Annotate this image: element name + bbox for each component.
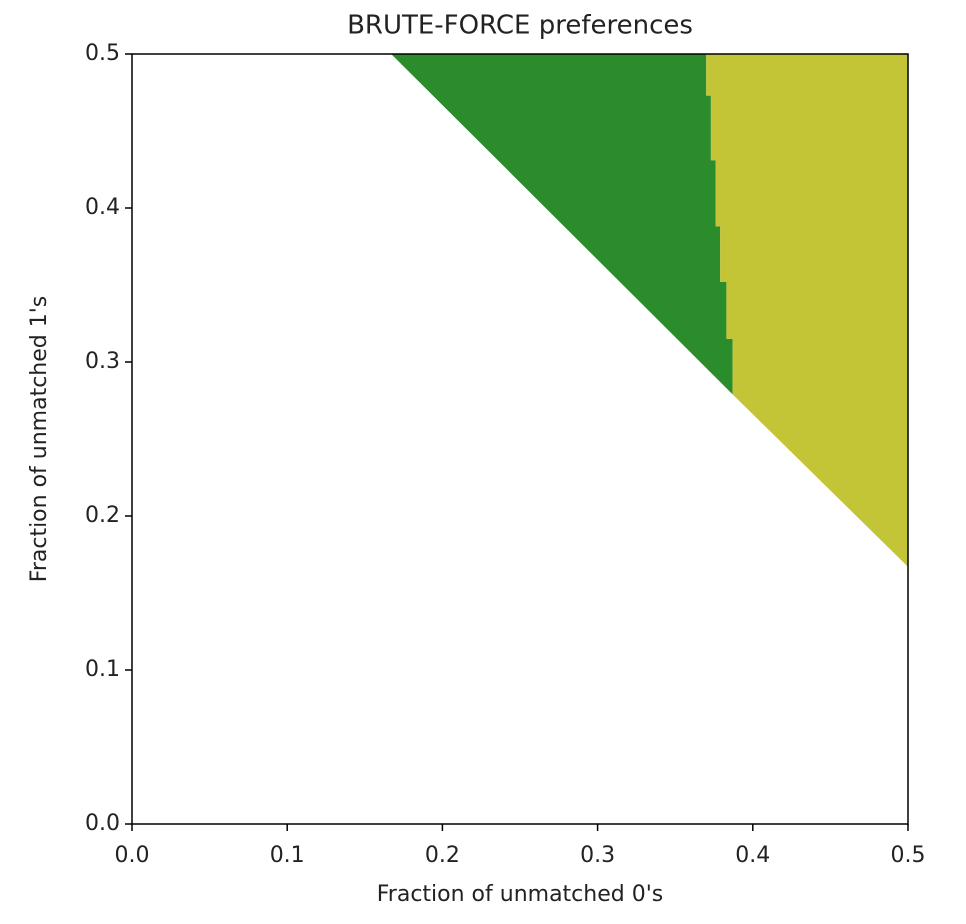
y-tick-label: 0.3 bbox=[85, 349, 120, 374]
region bbox=[706, 54, 908, 567]
chart-title: BRUTE-FORCE preferences bbox=[347, 11, 693, 41]
y-tick-label: 0.5 bbox=[85, 41, 120, 66]
x-tick-label: 0.1 bbox=[270, 843, 305, 868]
x-axis-label: Fraction of unmatched 0's bbox=[377, 882, 663, 907]
x-tick-label: 0.5 bbox=[891, 843, 926, 868]
x-tick-label: 0.0 bbox=[115, 843, 150, 868]
y-tick-label: 0.0 bbox=[85, 811, 120, 836]
y-tick-label: 0.4 bbox=[85, 195, 120, 220]
axes-frame bbox=[131, 53, 909, 825]
y-tick-label: 0.1 bbox=[85, 657, 120, 682]
x-tick-label: 0.3 bbox=[580, 843, 615, 868]
region bbox=[391, 54, 733, 395]
y-axis-label: Fraction of unmatched 1's bbox=[27, 296, 52, 582]
y-tick-label: 0.2 bbox=[85, 503, 120, 528]
x-tick-label: 0.4 bbox=[735, 843, 770, 868]
x-tick-label: 0.2 bbox=[425, 843, 460, 868]
